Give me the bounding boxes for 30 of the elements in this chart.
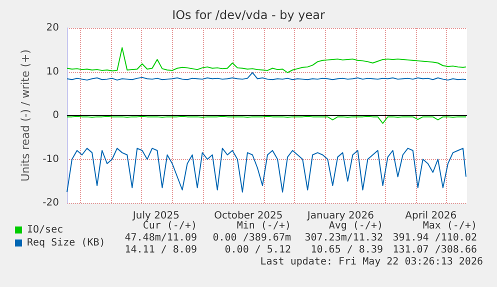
y-tick-label: 20 — [46, 22, 59, 34]
x-tick-label: July 2025 — [132, 210, 180, 222]
text: Cur (-/+) — [142, 220, 197, 232]
text: Max (-/+) — [422, 220, 477, 232]
legend-label: Req Size (KB) — [27, 238, 106, 248]
text: Min (-/+) — [236, 220, 291, 232]
text: 0.00 /389.67m — [212, 232, 291, 244]
text: Avg (-/+) — [328, 220, 383, 232]
text: 14.11 / 8.09 — [124, 244, 197, 256]
y-axis-title: Units read (-) / write (+) — [19, 49, 32, 182]
y-tick-label: -20 — [42, 198, 59, 208]
y-tick-label: -10 — [42, 154, 59, 165]
text: 307.23m/11.32 — [304, 232, 383, 244]
x-tick-label: April 2026 — [405, 210, 457, 222]
text: 0.00 / 5.12 — [224, 244, 291, 256]
line-series — [66, 72, 466, 81]
chart-title: IOs for /dev/vda - by year — [172, 8, 326, 22]
legend-label: IO/sec — [27, 224, 64, 236]
x-tick-label: January 2026 — [306, 210, 374, 222]
text: 391.94 /110.02 — [392, 232, 477, 244]
line-series — [66, 47, 466, 74]
x-tick-label: October 2025 — [214, 210, 283, 222]
text: 131.07 /308.66 — [392, 244, 477, 256]
text: Last update: Fri May 22 03:26:13 2026 — [260, 256, 483, 268]
text: 47.48m/11.09 — [124, 232, 197, 244]
line-series — [66, 116, 466, 124]
text: 10.65 / 8.39 — [310, 244, 383, 256]
line-series — [66, 148, 466, 193]
y-tick-label: 0 — [52, 110, 59, 121]
y-tick-label: 10 — [46, 66, 59, 78]
